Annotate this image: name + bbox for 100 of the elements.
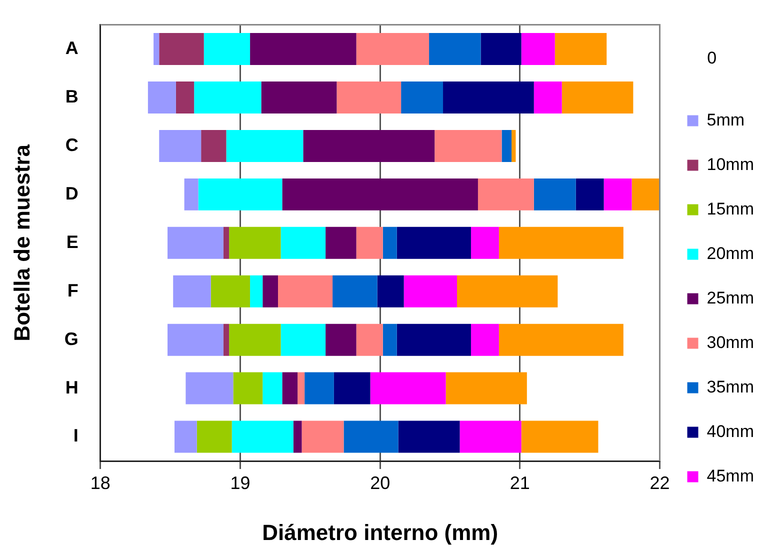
bar bbox=[534, 178, 576, 210]
bar bbox=[521, 420, 598, 453]
bar bbox=[382, 226, 397, 259]
bar bbox=[186, 372, 234, 404]
bar bbox=[356, 33, 430, 66]
bar bbox=[280, 324, 326, 356]
bar bbox=[356, 324, 383, 356]
y-axis-title: Botella de muestra bbox=[9, 144, 34, 342]
bar bbox=[174, 420, 197, 453]
bar bbox=[562, 82, 634, 114]
bar bbox=[304, 372, 334, 404]
bar bbox=[201, 130, 226, 162]
bar bbox=[534, 82, 562, 114]
bar bbox=[344, 420, 398, 453]
legend-label: 5mm bbox=[706, 110, 745, 130]
bar bbox=[398, 420, 460, 453]
bar bbox=[303, 130, 435, 162]
bar bbox=[460, 420, 522, 453]
legend-label: 20mm bbox=[706, 244, 754, 263]
x-tick-label: 19 bbox=[230, 472, 250, 493]
y-tick-label: G bbox=[64, 328, 78, 349]
bar bbox=[382, 324, 397, 356]
bar bbox=[401, 82, 444, 114]
x-tick-label: 22 bbox=[650, 472, 670, 493]
bar bbox=[250, 275, 263, 308]
bar bbox=[159, 130, 202, 162]
bar bbox=[176, 82, 194, 114]
legend-label: 15mm bbox=[706, 199, 754, 218]
bar bbox=[332, 275, 378, 308]
bar bbox=[470, 226, 499, 259]
x-tick-label: 20 bbox=[370, 472, 390, 493]
legend-label: 25mm bbox=[706, 288, 754, 308]
bar bbox=[446, 372, 527, 404]
bar bbox=[173, 275, 211, 308]
bar bbox=[434, 130, 502, 162]
bar bbox=[326, 226, 356, 259]
bar bbox=[229, 226, 281, 259]
bar bbox=[554, 33, 607, 66]
bar bbox=[280, 226, 326, 259]
legend-label: 10mm bbox=[706, 154, 754, 174]
bar bbox=[604, 178, 632, 210]
bar bbox=[194, 82, 262, 114]
bar bbox=[480, 33, 522, 66]
y-tick-label: C bbox=[65, 134, 78, 155]
bar bbox=[502, 130, 512, 162]
bar bbox=[282, 178, 478, 210]
y-tick-label: H bbox=[65, 377, 78, 398]
bar bbox=[261, 82, 337, 114]
y-tick-label: B bbox=[65, 86, 78, 106]
bar bbox=[250, 33, 356, 66]
bar bbox=[168, 324, 224, 356]
bar bbox=[443, 82, 534, 114]
bar bbox=[396, 226, 471, 259]
bar bbox=[223, 226, 230, 259]
bar bbox=[632, 178, 660, 210]
legend-label: 40mm bbox=[706, 422, 754, 441]
bar bbox=[429, 33, 481, 66]
bar bbox=[148, 82, 176, 114]
bar bbox=[229, 324, 281, 356]
y-tick-label: E bbox=[66, 232, 78, 252]
bar bbox=[232, 420, 294, 453]
bar bbox=[498, 226, 624, 259]
bar bbox=[223, 324, 230, 356]
bar bbox=[404, 275, 457, 308]
bar bbox=[154, 33, 160, 66]
y-tick-label: I bbox=[73, 426, 78, 446]
bar bbox=[159, 33, 204, 66]
bar bbox=[262, 372, 282, 404]
bar bbox=[470, 324, 499, 356]
bar bbox=[298, 372, 305, 404]
bar bbox=[233, 372, 263, 404]
bar bbox=[370, 372, 446, 404]
bar bbox=[282, 372, 298, 404]
bar bbox=[302, 420, 344, 453]
bar bbox=[396, 324, 471, 356]
x-tick-label: 18 bbox=[90, 472, 110, 493]
x-axis-title: Diámetro interno (mm) bbox=[262, 520, 498, 545]
legend-title: 0 bbox=[707, 48, 717, 68]
bar bbox=[262, 275, 278, 308]
legend-label: 30mm bbox=[706, 332, 754, 352]
bar bbox=[293, 420, 302, 453]
bar bbox=[326, 324, 356, 356]
bar bbox=[498, 324, 624, 356]
bar bbox=[336, 82, 402, 114]
bar bbox=[196, 420, 232, 453]
bar bbox=[457, 275, 558, 308]
y-tick-label: D bbox=[65, 183, 78, 204]
bar bbox=[198, 178, 282, 210]
bar bbox=[377, 275, 404, 308]
bar bbox=[210, 275, 250, 308]
legend-label: 45mm bbox=[706, 466, 754, 486]
bar bbox=[204, 33, 250, 66]
bar bbox=[576, 178, 604, 210]
legend-label: 35mm bbox=[706, 377, 754, 396]
bar bbox=[478, 178, 534, 210]
bar bbox=[356, 226, 383, 259]
bar bbox=[278, 275, 333, 308]
bar bbox=[168, 226, 224, 259]
y-tick-label: A bbox=[65, 38, 78, 58]
bar bbox=[184, 178, 198, 210]
